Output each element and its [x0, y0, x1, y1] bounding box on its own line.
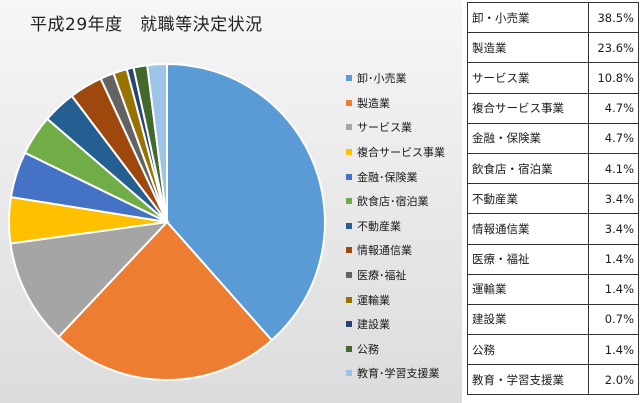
pie-slice-2: [9, 220, 170, 339]
legend-item: 複合サービス事業: [346, 140, 460, 165]
table-category-cell: 複合サービス事業: [467, 92, 589, 124]
legend-swatch: [346, 272, 352, 279]
data-table: 卸・小売業 38.5% 製造業 23.6% サービス業 10.8% 複合サービス事業 4.7%…: [467, 1, 639, 396]
legend-label: 運輸業: [357, 293, 390, 307]
table-row: 不動産業 3.4%: [467, 183, 639, 215]
pie-slice-0: [166, 62, 326, 342]
table-row: 公務 1.4%: [467, 334, 639, 366]
legend-item: 卸･小売業: [346, 66, 460, 91]
table-category-cell: 金融・保険業: [467, 122, 589, 154]
table-percent-cell: 1.4%: [588, 273, 639, 305]
table-category-cell: 情報通信業: [467, 213, 589, 245]
table-row: 運輸業 1.4%: [467, 273, 639, 305]
table-percent-cell: 3.4%: [588, 183, 639, 215]
legend-swatch: [346, 222, 352, 229]
table-percent-cell: 3.4%: [588, 213, 639, 245]
legend-swatch: [346, 321, 352, 328]
legend-item: 運輸業: [346, 287, 460, 312]
legend-swatch: [346, 149, 352, 156]
table-category-cell: 公務: [467, 334, 589, 366]
legend-swatch: [346, 296, 352, 303]
table-row: 金融・保険業 4.7%: [467, 122, 639, 154]
pie-slice-12: [146, 62, 168, 223]
legend-label: 教育･学習支援業: [357, 367, 440, 381]
table-category-cell: サービス業: [467, 62, 589, 94]
legend-item: サービス業: [346, 115, 460, 140]
legend-swatch: [346, 345, 352, 352]
legend-label: 金融･保険業: [357, 170, 418, 184]
legend-swatch: [346, 370, 352, 377]
table-row: 飲食店・宿泊業 4.1%: [467, 152, 639, 185]
table-category-cell: 建設業: [467, 303, 589, 336]
table-row: 建設業 0.7%: [467, 303, 639, 336]
table-percent-cell: 38.5%: [588, 1, 639, 34]
table-category-cell: 医療・福祉: [467, 243, 589, 275]
table-category-cell: 教育・学習支援業: [467, 364, 589, 396]
table-percent-cell: 4.7%: [588, 122, 639, 154]
table-row: 卸・小売業 38.5%: [467, 1, 639, 34]
table-row: サービス業 10.8%: [467, 62, 639, 94]
table-percent-cell: 0.7%: [588, 303, 639, 336]
table-row: 情報通信業 3.4%: [467, 213, 639, 245]
legend-item: 教育･学習支援業: [346, 361, 460, 386]
chart-title: 平成29年度 就職等決定状況: [30, 15, 263, 35]
legend-label: 不動産業: [357, 219, 401, 233]
table-row: 複合サービス事業 4.7%: [467, 92, 639, 124]
table-percent-cell: 1.4%: [588, 334, 639, 366]
legend-swatch: [346, 173, 352, 180]
legend-item: 建設業: [346, 312, 460, 337]
legend-label: 医療･福祉: [357, 269, 407, 283]
table-percent-cell: 4.7%: [588, 92, 639, 124]
table-category-cell: 卸・小売業: [467, 1, 589, 34]
legend-item: 飲食店･宿泊業: [346, 189, 460, 214]
pie-slice-1: [57, 220, 274, 381]
table-percent-cell: 4.1%: [588, 152, 639, 185]
legend-item: 公務: [346, 337, 460, 362]
legend-item: 金融･保険業: [346, 164, 460, 189]
chart-panel: 平成29年度 就職等決定状況 卸･小売業製造業サービス業複合サービス事業 金融･保…: [0, 0, 462, 403]
legend-label: 情報通信業: [357, 244, 412, 258]
table-category-cell: 製造業: [467, 32, 589, 64]
table-row: 教育・学習支援業 2.0%: [467, 364, 639, 396]
table-category-cell: 運輸業: [467, 273, 589, 305]
table-category-cell: 不動産業: [467, 183, 589, 215]
pie-chart: [8, 62, 326, 381]
legend-label: 公務: [357, 342, 379, 356]
legend-label: 建設業: [357, 318, 390, 332]
legend-item: 情報通信業: [346, 238, 460, 263]
legend-swatch: [346, 124, 352, 131]
legend-swatch: [346, 99, 352, 106]
legend-label: 製造業: [357, 96, 390, 110]
legend-label: サービス業: [357, 121, 412, 135]
legend: 卸･小売業製造業サービス業複合サービス事業 金融･保険業 飲食店･宿泊業 不動産業情報…: [346, 66, 460, 386]
legend-item: 不動産業: [346, 214, 460, 239]
table-row: 医療・福祉 1.4%: [467, 243, 639, 275]
table-percent-cell: 10.8%: [588, 62, 639, 94]
table-category-cell: 飲食店・宿泊業: [467, 152, 589, 185]
table-percent-cell: 1.4%: [588, 243, 639, 275]
legend-item: 医療･福祉: [346, 263, 460, 288]
table-percent-cell: 2.0%: [588, 364, 639, 396]
legend-swatch: [346, 198, 352, 205]
legend-item: 製造業: [346, 91, 460, 116]
table-row: 製造業 23.6%: [467, 32, 639, 64]
legend-swatch: [346, 247, 352, 254]
legend-swatch: [346, 75, 352, 82]
legend-label: 卸･小売業: [357, 72, 407, 86]
table-percent-cell: 23.6%: [588, 32, 639, 64]
legend-label: 複合サービス事業: [357, 146, 445, 160]
legend-label: 飲食店･宿泊業: [357, 195, 429, 209]
